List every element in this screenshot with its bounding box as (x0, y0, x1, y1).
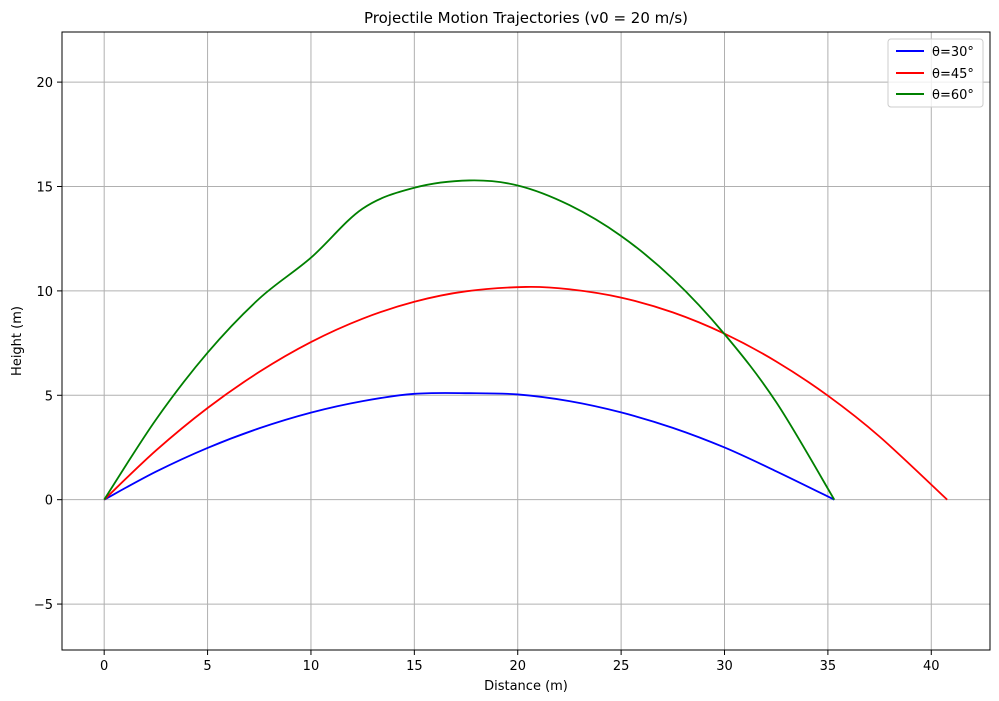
plot-frame (61, 31, 991, 651)
grid (62, 32, 990, 650)
legend: θ=30° θ=45° θ=60° (887, 38, 984, 108)
series-line-45 (103, 285, 948, 501)
x-tick-label: 30 (716, 659, 733, 674)
legend-label-45: θ=45° (932, 67, 974, 82)
series-layer (103, 179, 948, 501)
x-tick-label: 25 (613, 659, 630, 674)
plot-area (62, 32, 990, 650)
y-tick-label: 5 (45, 389, 53, 404)
x-tick-label: 0 (100, 659, 108, 674)
legend-label-30: θ=30° (932, 45, 974, 60)
series-line-60 (103, 179, 836, 501)
x-tick-label: 35 (820, 659, 837, 674)
x-tick-label: 15 (406, 659, 423, 674)
legend-label-60: θ=60° (932, 88, 974, 103)
y-tick-label: 0 (45, 494, 53, 509)
x-axis-label: Distance (m) (484, 679, 568, 694)
series-line-30 (103, 392, 835, 501)
y-tick-label: 20 (36, 76, 53, 91)
legend-box (887, 38, 984, 108)
x-tick-label: 5 (203, 659, 211, 674)
chart-title: Projectile Motion Trajectories (v0 = 20 … (364, 9, 688, 27)
y-axis-label: Height (m) (10, 306, 25, 376)
x-tick-label: 10 (303, 659, 320, 674)
y-tick-label: −5 (34, 598, 53, 613)
x-tick-label: 20 (509, 659, 526, 674)
x-tick-label: 40 (923, 659, 940, 674)
y-tick-label: 15 (36, 181, 53, 196)
y-tick-label: 10 (36, 285, 53, 300)
x-axis-ticks: 0 5 10 15 20 25 30 35 40 (100, 650, 940, 674)
y-axis-ticks: −5 0 5 10 15 20 (34, 76, 62, 613)
